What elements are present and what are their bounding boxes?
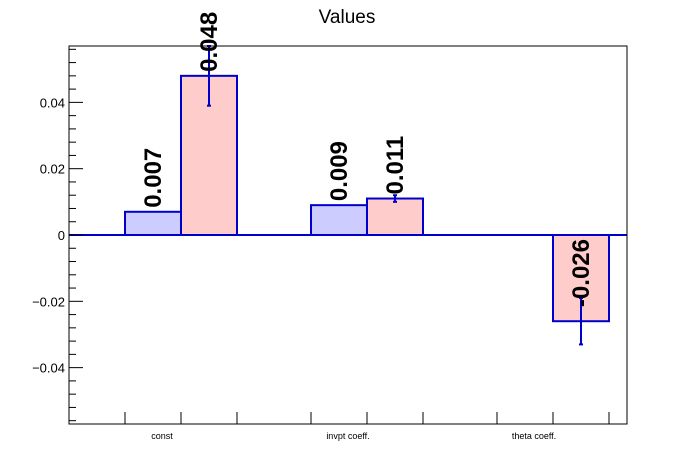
bars-layer	[69, 45, 627, 346]
bar-1-const	[124, 210, 182, 236]
x-tick-label: const	[151, 431, 173, 441]
x-tick-label: invpt coeff.	[326, 431, 369, 441]
y-tick-label: −0.02	[32, 294, 65, 309]
y-tick-label: 0.02	[40, 162, 65, 177]
data-label: -0.026	[568, 239, 595, 307]
data-label: 0.009	[326, 141, 353, 201]
data-label: 0.011	[382, 136, 409, 195]
bar-2-invpt-coeff-	[366, 197, 424, 237]
data-labels-layer: 0.007 0.009 0.048 0.011 -0.026	[140, 12, 595, 307]
y-tick-label: −0.04	[32, 361, 65, 376]
bar-1-invpt-coeff-	[310, 204, 368, 237]
x-tick-label: theta coeff.	[512, 431, 556, 441]
data-label: 0.048	[196, 12, 223, 72]
axes-layer: −0.04 −0.02 0 0.02 0.04 const invpt coeff. thet…	[32, 45, 628, 441]
y-tick-label: 0	[58, 228, 65, 243]
y-tick-label: 0.04	[40, 95, 65, 110]
data-label: 0.007	[140, 148, 167, 208]
chart-title: Values	[319, 7, 376, 28]
